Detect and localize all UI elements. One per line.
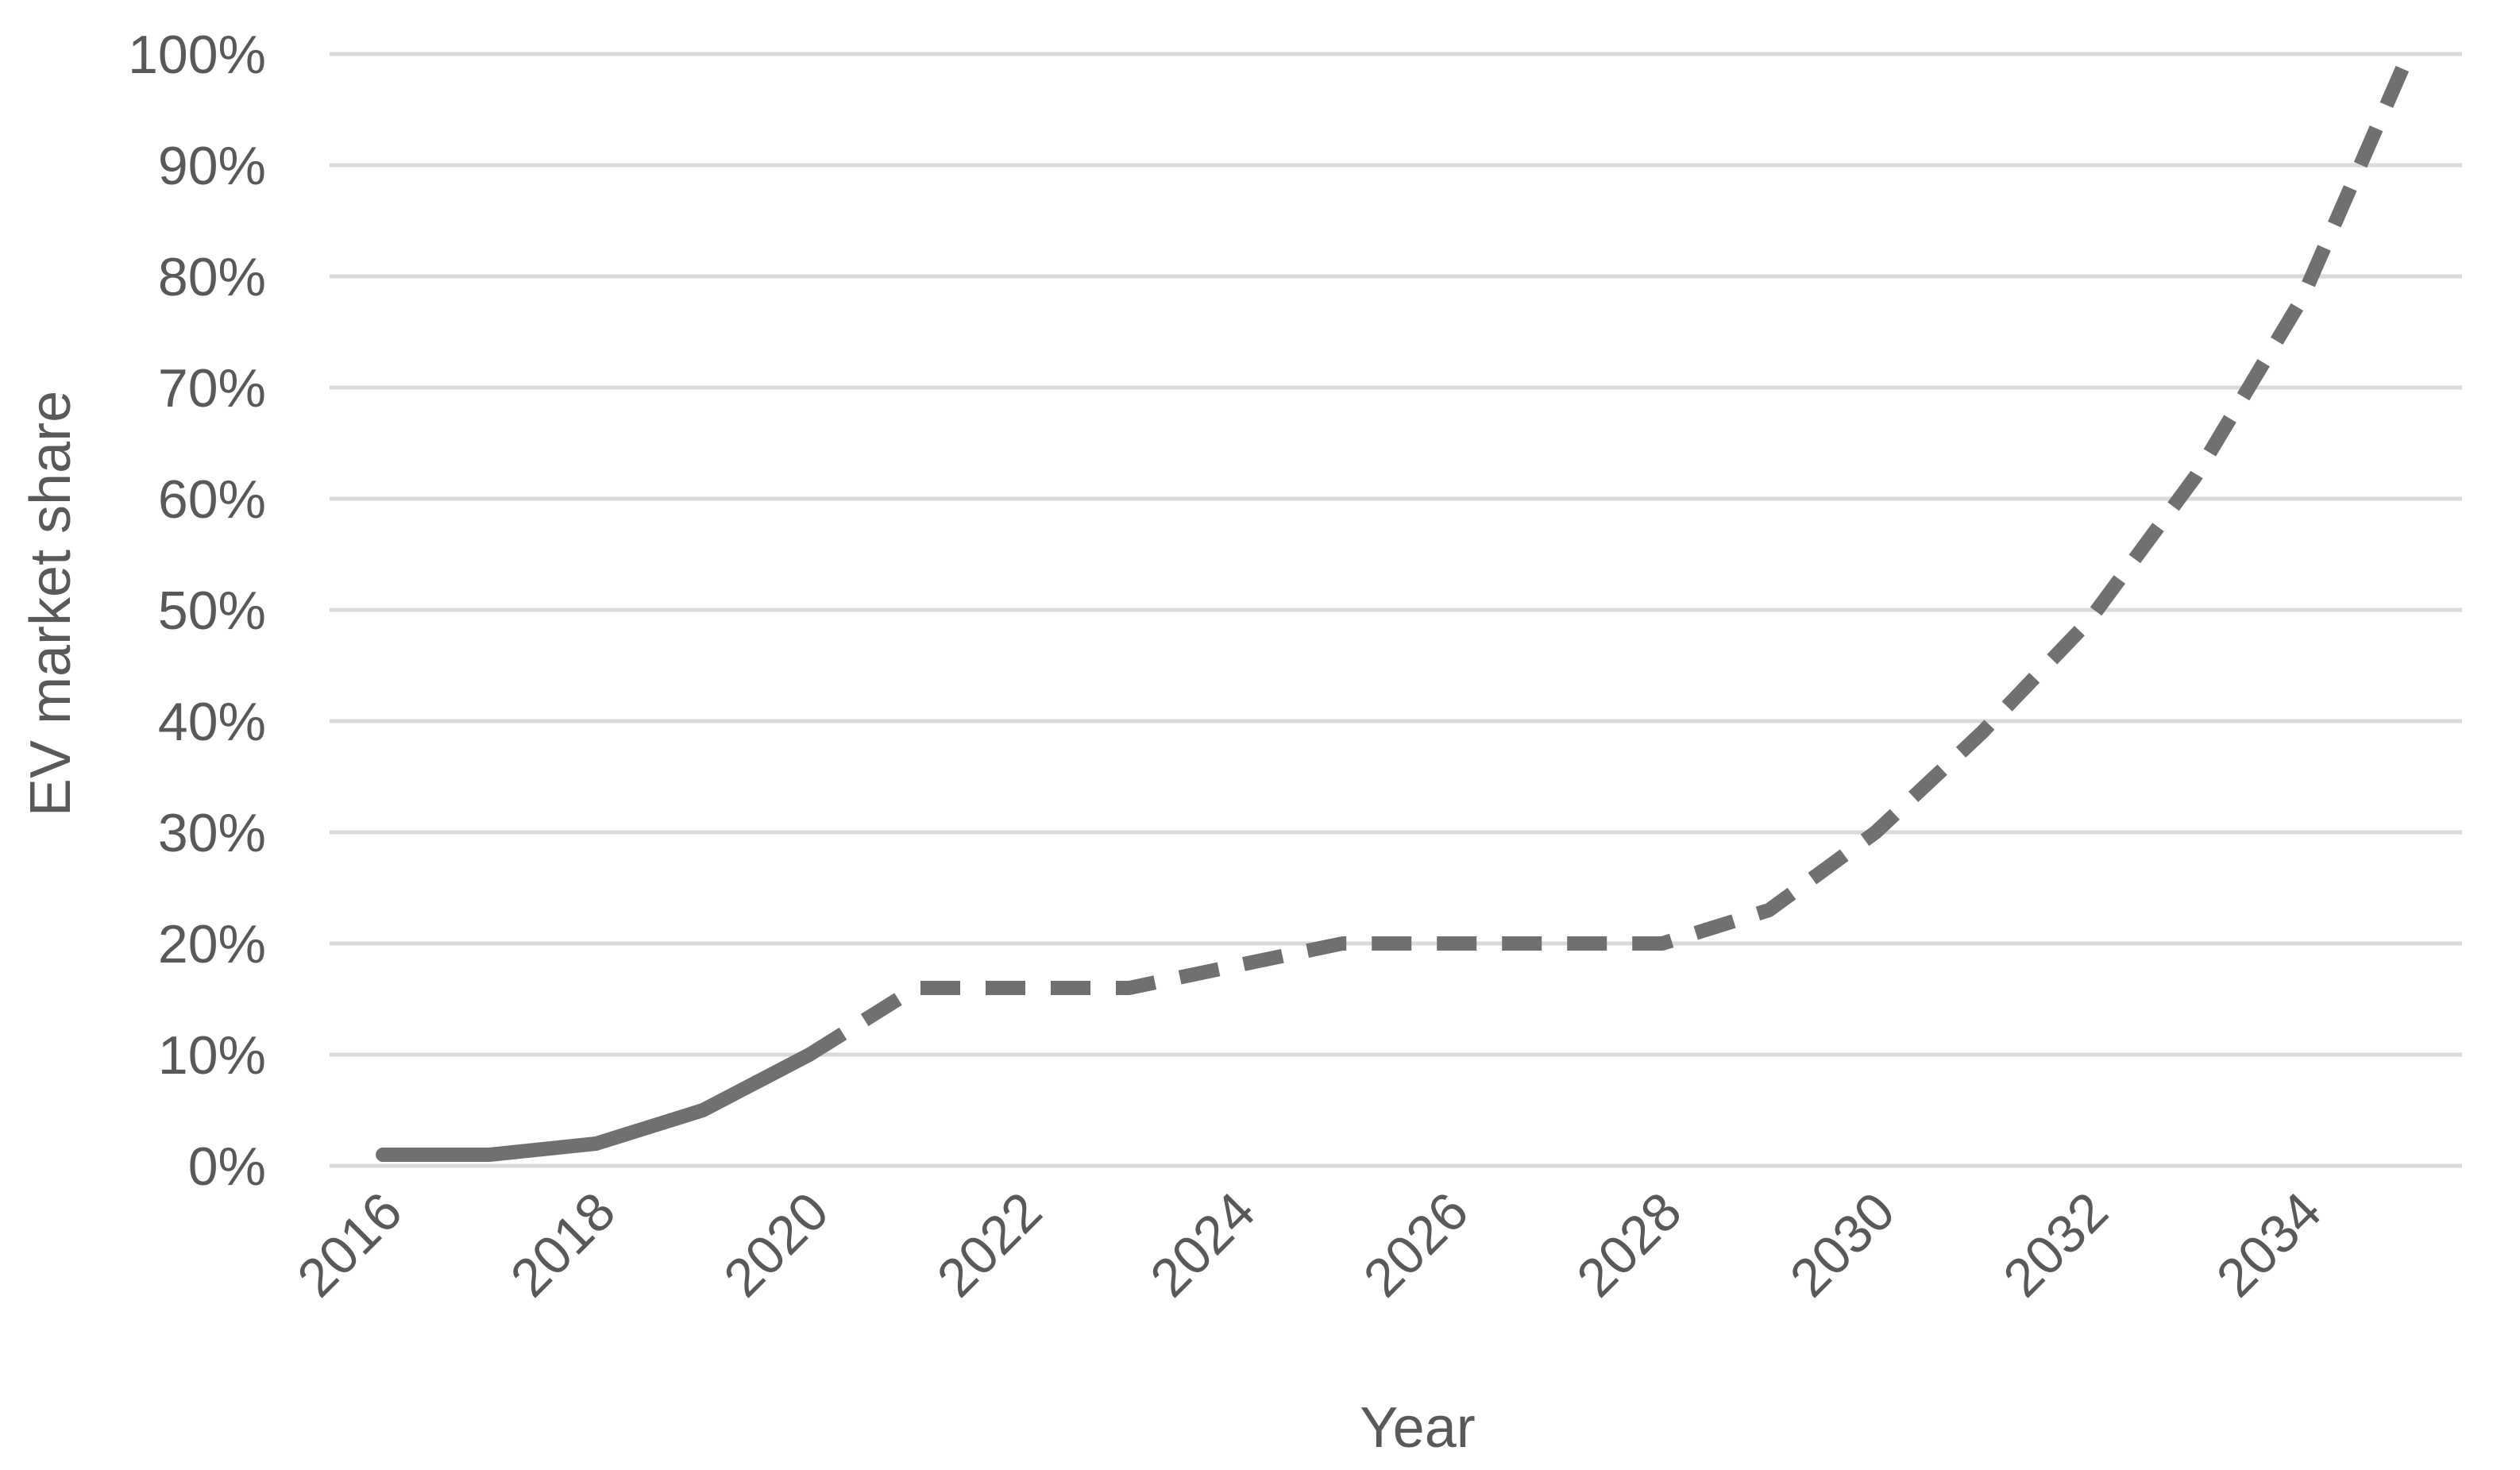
y-tick-label: 20% [158,914,266,974]
y-tick-label: 70% [158,358,266,419]
x-tick-label: 2034 [2205,1181,2333,1309]
gridlines [330,52,2462,1168]
y-tick-label: 100% [128,25,266,85]
x-tick-label: 2018 [500,1181,627,1309]
series-line-dashed [805,51,2416,1061]
y-tick-label: 90% [158,136,266,196]
y-tick-label: 30% [158,803,266,863]
y-tick-label: 60% [158,469,266,530]
x-axis-title: Year [1360,1396,1475,1460]
series-line-solid [376,1048,817,1162]
x-tick-label: 2020 [712,1181,840,1309]
y-tick-label: 0% [188,1136,266,1197]
x-tick-label: 2024 [1139,1181,1267,1309]
y-tick-label: 10% [158,1025,266,1086]
y-tick-label: 40% [158,692,266,752]
series-lines [376,51,2416,1162]
x-tick-label: 2030 [1779,1181,1907,1309]
x-tick-label: 2026 [1353,1181,1480,1309]
x-axis-tick-labels: 2016 2018 2020 2022 2024 2026 2028 2030 2032 2034 [286,1181,2333,1309]
y-tick-label: 50% [158,581,266,641]
y-tick-label: 80% [158,247,266,307]
x-tick-label: 2022 [926,1181,1054,1309]
x-tick-label: 2016 [286,1181,414,1309]
y-axis-title: EV market share [19,391,83,816]
x-tick-label: 2028 [1565,1181,1693,1309]
x-tick-label: 2032 [1992,1181,2120,1309]
y-axis-tick-labels: 0% 10% 20% 30% 40% 50% 60% 70% 80% 90% 100% [128,25,266,1197]
